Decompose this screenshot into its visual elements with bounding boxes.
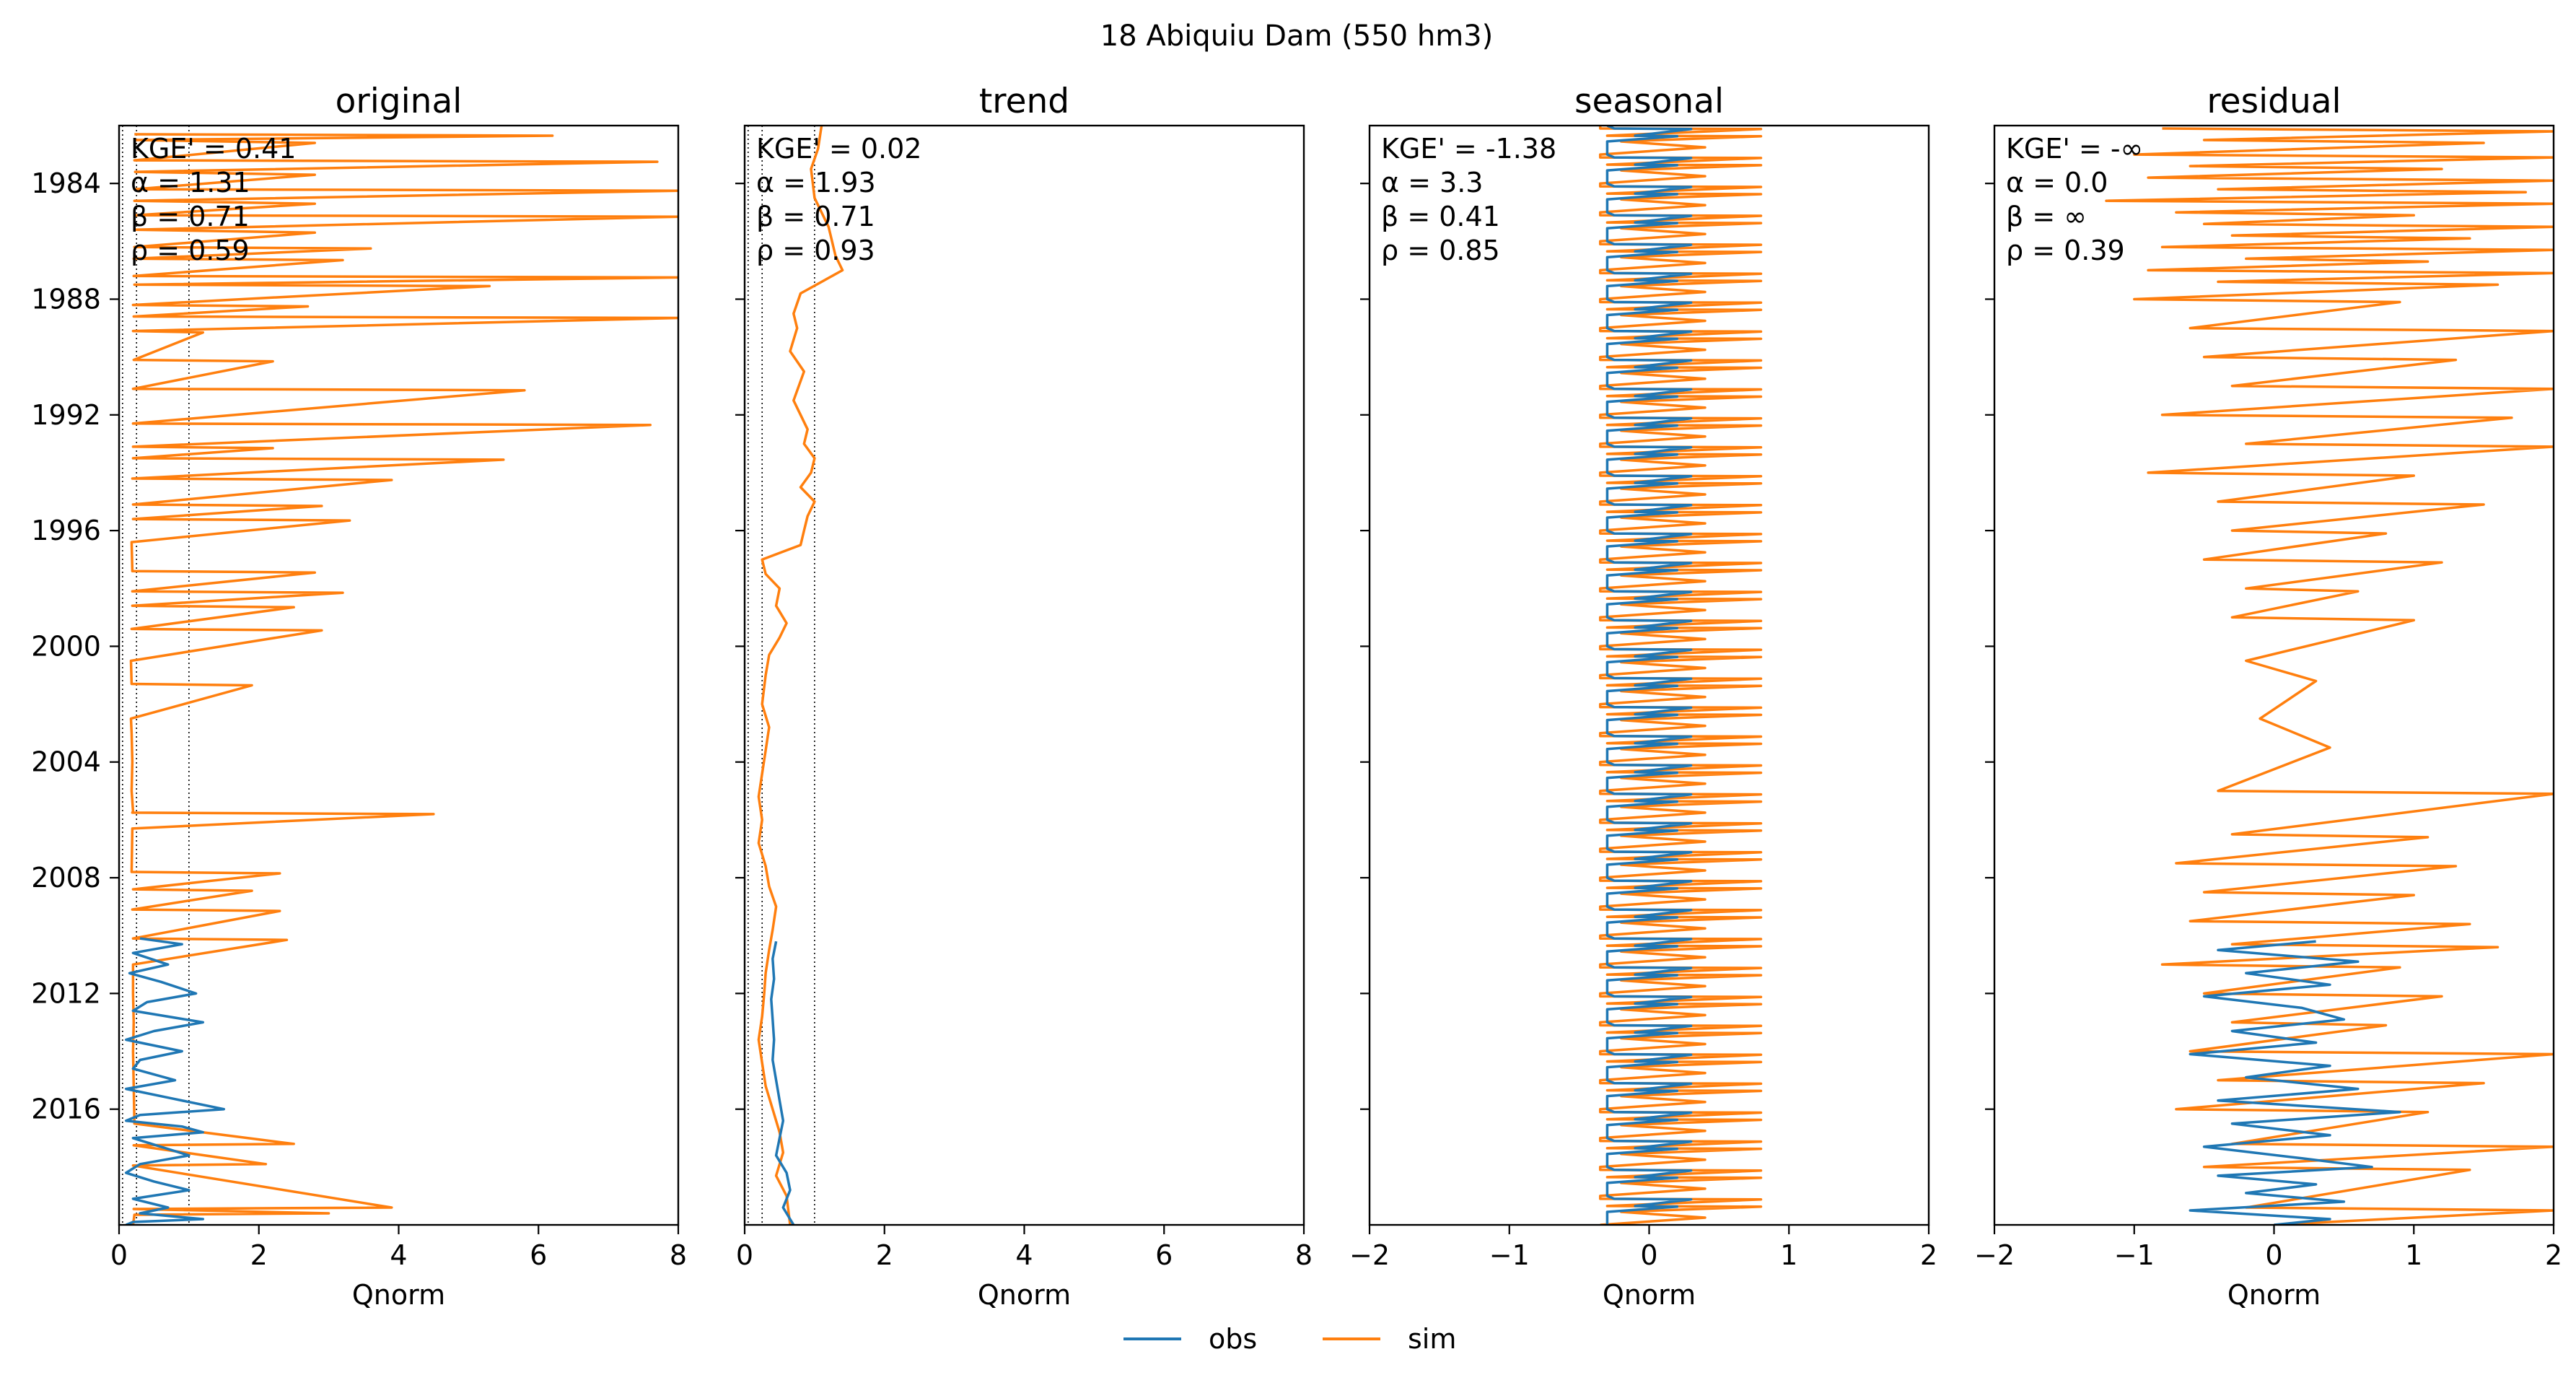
x-tick-label: 0 (110, 1239, 128, 1271)
series-line-obs (2189, 940, 2401, 1225)
series-line-obs (124, 937, 226, 1225)
series-line-sim (757, 126, 844, 1225)
x-tick-label: 1 (2405, 1239, 2422, 1271)
stat-label: α = 0.0 (2006, 167, 2108, 198)
x-tick-label: 0 (2265, 1239, 2282, 1271)
stat-label: α = 1.93 (756, 167, 876, 198)
axes-frame (743, 124, 1305, 1226)
y-tick-label: 1984 (31, 167, 101, 199)
x-tick-label: −2 (1974, 1239, 2015, 1271)
y-tick-label: 2016 (31, 1094, 101, 1125)
panel-original: original 0 2 4 6 8 1984 1988 1992 1996 2000 2004 200… (31, 82, 687, 1311)
stat-label: KGE' = -1.38 (1381, 133, 1556, 165)
stat-label: β = 0.71 (131, 201, 250, 232)
plot-area (2105, 127, 2554, 1225)
y-tick-label: 2008 (31, 862, 101, 894)
panel-title: residual (2207, 82, 2341, 121)
stat-label: β = ∞ (2006, 201, 2087, 232)
y-tick-label: 1996 (31, 515, 101, 546)
stat-label: ρ = 0.59 (131, 235, 250, 266)
panel-title: trend (979, 82, 1069, 121)
y-tick-label: 1992 (31, 399, 101, 431)
x-tick-label: 6 (530, 1239, 547, 1271)
series-line-sim (1598, 126, 1763, 1225)
stat-label: KGE' = 0.02 (756, 133, 921, 165)
plot-area (1598, 126, 1763, 1225)
x-tick-label: 0 (736, 1239, 753, 1271)
y-tick-label: 1988 (31, 283, 101, 315)
x-tick-label: 2 (876, 1239, 893, 1271)
panel-title: original (336, 82, 463, 121)
x-tick-label: 2 (1920, 1239, 1937, 1271)
x-tick-label: 2 (2545, 1239, 2562, 1271)
y-tick-label: 2012 (31, 977, 101, 1009)
legend-label: sim (1408, 1323, 1456, 1355)
panel-seasonal: seasonal −2 −1 0 1 2 Qnorm KGE' = -1.38α = 3.3β… (1349, 82, 1937, 1311)
x-tick-label: −1 (1489, 1239, 1530, 1271)
x-tick-label: −2 (1349, 1239, 1390, 1271)
series-line-sim (129, 133, 678, 1225)
x-tick-label: 4 (1015, 1239, 1033, 1271)
stat-label: β = 0.41 (1381, 201, 1500, 232)
stat-label: α = 1.31 (131, 167, 250, 198)
legend-item-obs: obs (1123, 1323, 1257, 1355)
stat-label: ρ = 0.85 (1381, 235, 1500, 266)
x-tick-label: 0 (1640, 1239, 1657, 1271)
stat-label: KGE' = 0.41 (131, 133, 296, 165)
stat-label: α = 3.3 (1381, 167, 1483, 198)
x-axis-label: Qnorm (352, 1279, 445, 1311)
panel-title: seasonal (1574, 82, 1724, 121)
stat-label: ρ = 0.93 (756, 235, 875, 266)
legend-item-sim: sim (1323, 1323, 1456, 1355)
figure-title: 18 Abiquiu Dam (550 hm3) (1100, 19, 1493, 53)
x-tick-label: 8 (1295, 1239, 1313, 1271)
stat-label: KGE' = -∞ (2006, 133, 2143, 165)
y-tick-label: 2000 (31, 630, 101, 662)
series-line-sim (2105, 127, 2554, 1225)
panel-residual: residual −2 −1 0 1 2 Qnorm KGE' = -∞α = 0.0β = … (1974, 82, 2562, 1311)
x-tick-label: 2 (250, 1239, 268, 1271)
legend: obs sim (1123, 1323, 1456, 1355)
legend-label: obs (1209, 1323, 1257, 1355)
x-tick-label: 8 (670, 1239, 687, 1271)
series-line-obs (1605, 126, 1693, 1225)
x-axis-label: Qnorm (2227, 1279, 2321, 1311)
x-tick-label: 6 (1155, 1239, 1173, 1271)
plot-area (748, 126, 844, 1225)
plot-area (122, 126, 678, 1225)
x-axis-label: Qnorm (978, 1279, 1071, 1311)
y-tick-label: 2004 (31, 746, 101, 778)
panel-trend: trend 0 2 4 6 8 Qnorm KGE' = 0.02α = 1.93β = 0.… (735, 82, 1313, 1311)
stat-label: ρ = 0.39 (2006, 235, 2125, 266)
series-line-obs (770, 940, 795, 1225)
stat-label: β = 0.71 (756, 201, 875, 232)
x-axis-label: Qnorm (1603, 1279, 1696, 1311)
x-tick-label: −1 (2114, 1239, 2155, 1271)
x-tick-label: 4 (390, 1239, 407, 1271)
x-tick-label: 1 (1780, 1239, 1797, 1271)
